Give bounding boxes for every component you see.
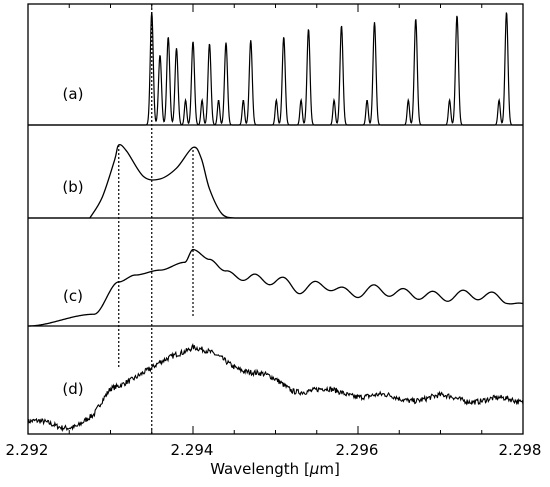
spectra bbox=[27, 11, 524, 433]
x-tick-label-3: 2.296 bbox=[336, 441, 379, 459]
panel-label-b: (b) bbox=[62, 178, 83, 196]
reference-lines bbox=[118, 4, 194, 434]
x-tick-label-2: 2.294 bbox=[171, 441, 214, 459]
spectrum-d bbox=[27, 343, 524, 433]
panel-label-c: (c) bbox=[63, 287, 83, 305]
spectrum-b bbox=[28, 143, 523, 219]
x-axis-title-unit: m] bbox=[319, 460, 339, 478]
panel-label-d: (d) bbox=[62, 380, 83, 398]
panel-dividers bbox=[28, 124, 523, 327]
x-tick-label-4: 2.298 bbox=[499, 441, 542, 459]
plot-frame bbox=[27, 3, 524, 435]
panel-label-a: (a) bbox=[63, 85, 84, 103]
spectrum-a bbox=[28, 11, 523, 126]
x-axis-title: Wavelength [μm] bbox=[210, 460, 340, 478]
x-axis-title-text: Wavelength [ bbox=[210, 460, 310, 478]
x-ticks bbox=[27, 4, 524, 434]
spectrum-c bbox=[28, 248, 524, 327]
x-axis-title-mu: μ bbox=[309, 460, 320, 478]
x-tick-label-1: 2.292 bbox=[6, 441, 49, 459]
